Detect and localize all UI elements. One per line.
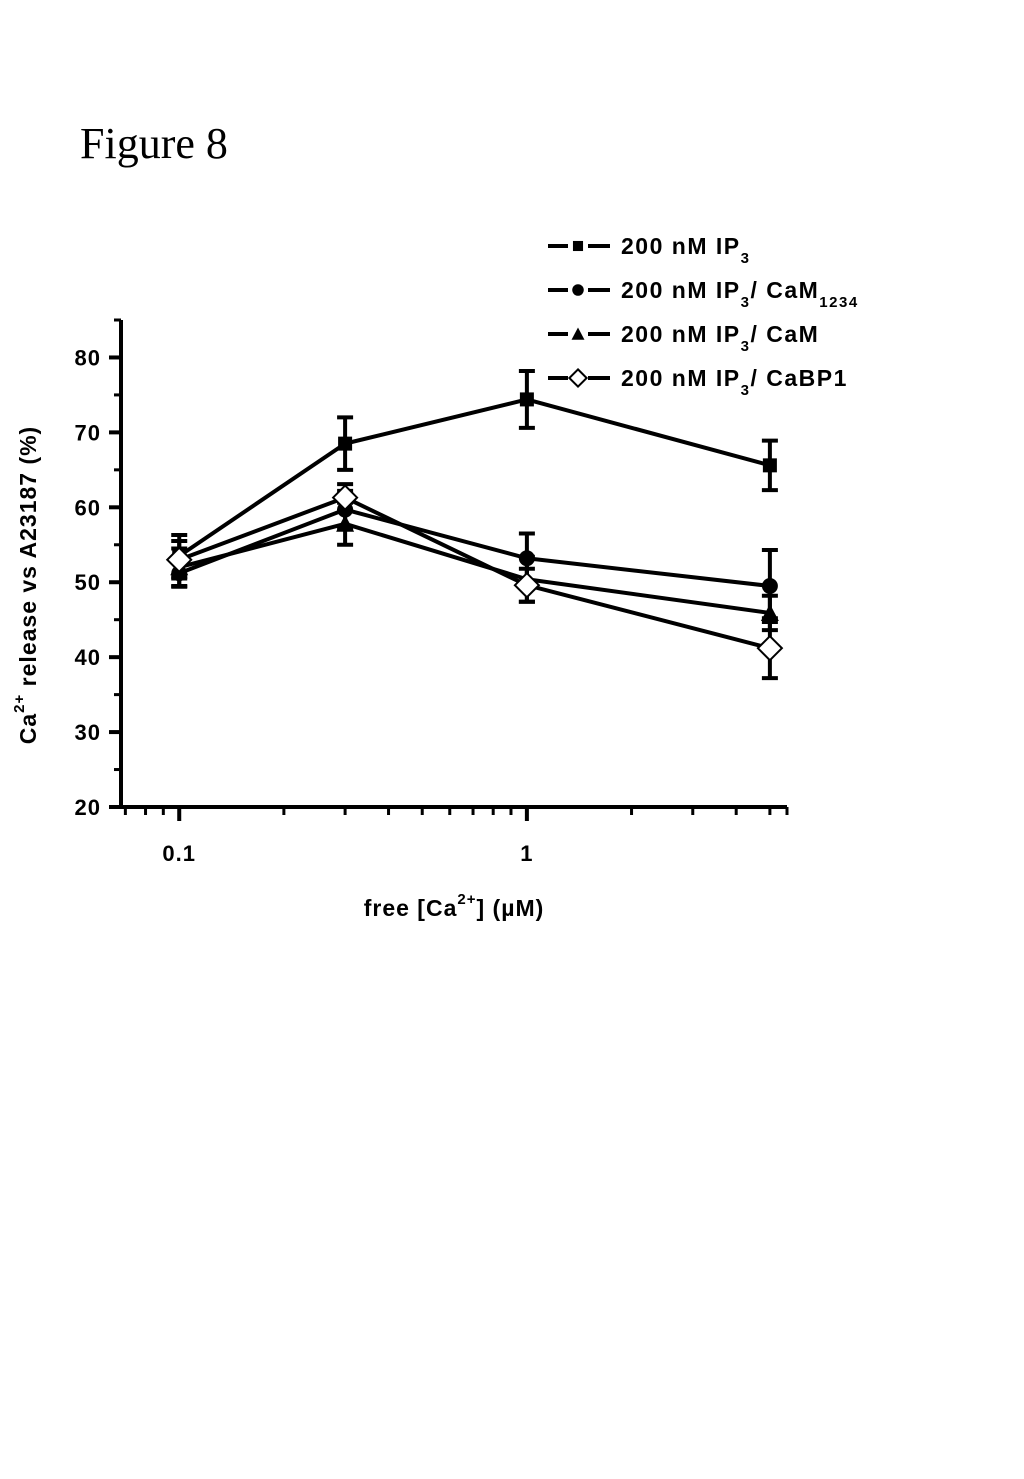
x-tick-label: 1 (520, 841, 533, 866)
legend-label: 200 nM IP3/ CaM (621, 321, 819, 355)
series-line (178, 507, 771, 588)
triangle-marker (336, 514, 355, 532)
series-line (178, 521, 771, 615)
legend-item-3: 200 nM IP3/ CaM (548, 321, 819, 355)
y-tick-label: 80 (75, 345, 101, 370)
figure-title: Figure 8 (80, 119, 228, 168)
series-1-markers (172, 392, 777, 564)
series-2-markers (171, 501, 778, 594)
open-diamond-marker (331, 484, 359, 511)
chart-axes: 20 30 40 50 60 70 80 0.1 1 (75, 318, 789, 866)
chart-legend: 200 nM IP3 200 nM IP3/ CaM1234 200 nM IP3/… (548, 233, 859, 399)
axis-labels: free [Ca2+] (µM) Ca2+ release vs A23187 (… (11, 426, 545, 921)
square-marker (519, 392, 534, 407)
y-tick-label: 40 (75, 645, 101, 670)
legend-item-1: 200 nM IP3 (548, 233, 750, 267)
y-tick-label: 20 (75, 795, 101, 820)
legend-item-4: 200 nM IP3/ CaBP1 (548, 365, 848, 399)
legend-item-2: 200 nM IP3/ CaM1234 (548, 277, 859, 311)
square-marker (762, 458, 777, 473)
square-marker (338, 436, 353, 451)
series-4-markers (165, 484, 784, 662)
series-3 (171, 500, 778, 633)
y-tick-label: 60 (75, 495, 101, 520)
circle-marker (572, 284, 584, 296)
circle-marker (518, 550, 535, 567)
x-axis-label: free [Ca2+] (µM) (364, 891, 545, 921)
y-tick-label: 50 (75, 570, 101, 595)
circle-marker (761, 577, 778, 594)
series-4 (171, 482, 778, 681)
open-diamond-marker (756, 634, 784, 662)
series-line (178, 397, 771, 558)
y-tick-label: 70 (75, 420, 101, 445)
open-diamond-marker (567, 367, 589, 389)
y-tick-label: 30 (75, 720, 101, 745)
plot-area (165, 368, 784, 681)
legend-label: 200 nM IP3 (621, 233, 750, 267)
legend-label: 200 nM IP3/ CaM1234 (621, 277, 859, 311)
open-diamond-marker (165, 546, 193, 574)
triangle-marker (571, 327, 585, 340)
legend-label: 200 nM IP3/ CaBP1 (621, 365, 848, 399)
x-tick-label: 0.1 (162, 841, 196, 866)
y-axis-label: Ca2+ release vs A23187 (%) (11, 426, 41, 744)
open-diamond-marker (513, 571, 541, 599)
series-line (178, 495, 771, 651)
square-marker (572, 240, 584, 252)
triangle-marker (760, 603, 779, 621)
